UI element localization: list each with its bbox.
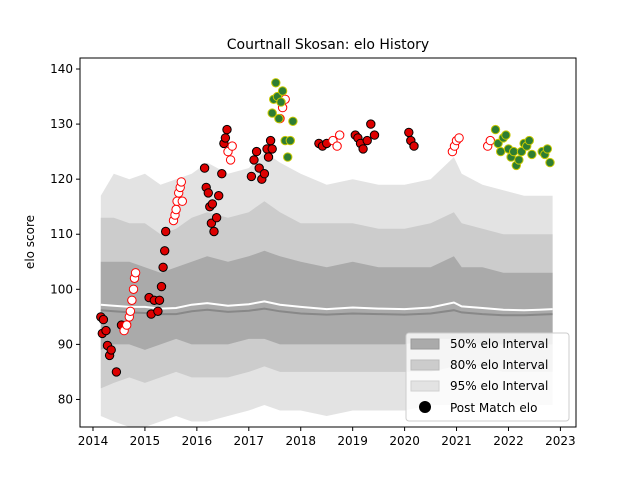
post-match-point — [176, 177, 187, 187]
y-axis-label: elo score — [23, 215, 37, 269]
post-match-point — [496, 146, 506, 157]
post-match-point — [369, 130, 380, 140]
post-match-point — [154, 295, 165, 305]
post-match-point — [222, 124, 232, 135]
post-match-point — [542, 144, 553, 154]
post-match-point — [214, 191, 224, 201]
legend-label-50: 50% elo Interval — [450, 337, 548, 351]
band-50 — [100, 250, 553, 350]
post-match-point — [249, 155, 259, 165]
y-tick-label: 130 — [50, 117, 73, 131]
post-match-point — [127, 295, 137, 305]
legend-swatch-80 — [410, 359, 440, 371]
post-match-point — [225, 155, 236, 165]
y-tick-label: 120 — [50, 172, 73, 186]
post-match-point — [485, 135, 495, 146]
post-match-point — [171, 204, 181, 215]
post-match-point — [263, 152, 274, 162]
post-match-point — [128, 284, 139, 294]
x-tick-label: 2016 — [182, 434, 213, 448]
post-match-point — [454, 133, 464, 143]
post-match-point — [199, 163, 210, 173]
legend-marker-post-match — [419, 401, 431, 413]
post-match-point — [259, 169, 270, 179]
post-match-point — [288, 116, 298, 127]
post-match-point — [404, 127, 414, 138]
post-match-point — [227, 141, 237, 151]
post-match-point — [501, 130, 511, 140]
post-match-point — [274, 113, 284, 124]
post-match-point — [217, 169, 227, 179]
post-match-point — [335, 130, 345, 140]
x-tick-label: 2021 — [441, 434, 472, 448]
post-match-point — [527, 149, 537, 160]
post-match-point — [177, 196, 188, 206]
post-match-point — [106, 345, 116, 355]
post-match-point — [211, 213, 222, 223]
post-match-point — [161, 226, 171, 237]
post-match-point — [153, 306, 163, 316]
post-match-point — [98, 314, 109, 325]
post-match-point — [207, 199, 218, 209]
post-match-point — [285, 135, 295, 146]
legend-label-80: 80% elo Interval — [450, 358, 548, 372]
legend: 50% elo Interval 80% elo Interval 95% el… — [405, 332, 570, 422]
post-match-point — [203, 188, 214, 198]
post-match-point — [514, 155, 524, 165]
post-match-point — [358, 144, 368, 154]
y-tick-label: 110 — [50, 227, 73, 241]
post-match-point — [265, 135, 276, 146]
post-match-point — [509, 146, 519, 157]
x-tick-label: 2023 — [545, 434, 576, 448]
post-match-point — [283, 152, 293, 162]
post-match-point — [524, 135, 534, 146]
x-tick-label: 2015 — [130, 434, 161, 448]
post-match-point — [277, 86, 288, 96]
data-points — [96, 78, 555, 377]
post-match-point — [125, 306, 136, 316]
post-match-point — [156, 281, 167, 292]
post-match-point — [267, 108, 277, 118]
x-tick-label: 2022 — [493, 434, 524, 448]
x-tick-label: 2019 — [337, 434, 368, 448]
post-match-point — [220, 133, 231, 143]
y-tick-label: 80 — [58, 392, 73, 406]
x-tick-label: 2020 — [389, 434, 420, 448]
post-match-point — [271, 78, 281, 88]
post-match-point — [545, 157, 555, 168]
y-tick-label: 140 — [50, 62, 73, 76]
post-match-point — [130, 268, 141, 278]
y-tick-label: 90 — [58, 337, 73, 351]
post-match-point — [409, 141, 419, 151]
y-tick-label: 100 — [50, 282, 73, 296]
legend-box — [405, 332, 570, 422]
y-axis: 80 90 100 110 120 130 140 — [50, 62, 80, 406]
legend-swatch-95 — [410, 380, 440, 392]
post-match-point — [276, 97, 286, 107]
post-match-point — [366, 119, 376, 129]
chart-title: Courtnall Skosan: elo History — [227, 37, 429, 53]
post-match-point — [246, 171, 257, 182]
post-match-point — [122, 320, 132, 330]
x-axis: 2014 2015 2016 2017 2018 2019 2020 2021 2022 2023 — [78, 427, 576, 448]
post-match-point — [490, 124, 501, 135]
x-tick-label: 2017 — [234, 434, 265, 448]
post-match-point — [158, 262, 168, 272]
post-match-point — [332, 141, 342, 151]
post-match-point — [101, 325, 111, 336]
x-tick-label: 2014 — [78, 434, 109, 448]
x-tick-label: 2018 — [285, 434, 316, 448]
post-match-point — [251, 146, 262, 157]
plot-frame — [79, 57, 577, 428]
post-match-point — [267, 144, 277, 154]
legend-label-95: 95% elo Interval — [450, 379, 548, 393]
post-match-point — [111, 367, 122, 377]
legend-swatch-50 — [410, 338, 440, 350]
post-match-point — [209, 226, 219, 237]
post-match-point — [362, 135, 372, 146]
post-match-point — [160, 246, 170, 256]
legend-label-post-match: Post Match elo — [450, 401, 537, 415]
